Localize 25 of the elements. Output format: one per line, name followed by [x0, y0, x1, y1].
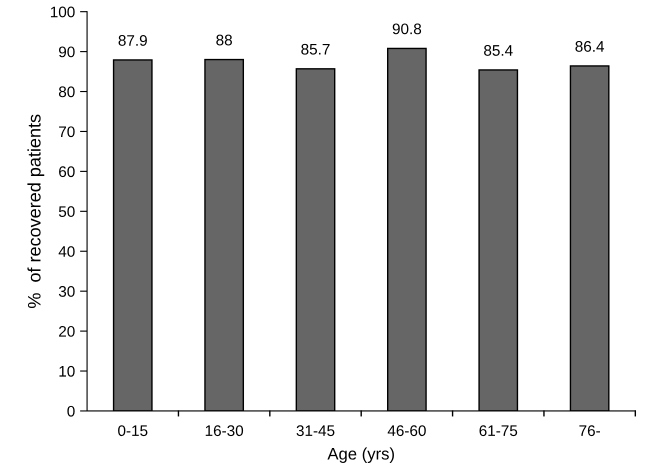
y-tick-label: 80 — [58, 86, 75, 98]
data-label: 85.4 — [484, 45, 513, 56]
x-tick-label: 16-30 — [206, 425, 244, 436]
y-tick-label: 0 — [67, 406, 75, 417]
x-tick-label: 0-15 — [118, 425, 148, 436]
x-tick-label: 31-45 — [296, 425, 334, 436]
x-tick-label: 46-60 — [388, 425, 426, 436]
data-label: 86.4 — [575, 41, 604, 52]
y-tick-label: 30 — [58, 286, 75, 297]
y-tick-label: 60 — [59, 166, 75, 178]
y-tick-label: 100 — [50, 6, 75, 18]
y-tick-label: 50 — [58, 206, 75, 218]
x-tick-label: 76- — [579, 425, 600, 436]
x-tick-label: 61-75 — [480, 425, 518, 436]
data-label: 85.7 — [301, 44, 330, 55]
x-axis-title: Age (yrs) — [327, 447, 394, 463]
y-tick-label: 10 — [59, 366, 75, 377]
y-tick-label: 20 — [59, 326, 75, 337]
y-tick-label: 70 — [59, 126, 75, 138]
y-tick-label: 90 — [58, 46, 75, 58]
data-label: 88 — [216, 34, 232, 46]
y-axis-title: % of recovered patients — [27, 114, 44, 308]
data-label: 87.9 — [118, 35, 147, 46]
y-tick-label: 40 — [58, 246, 75, 257]
data-label: 90.8 — [392, 23, 422, 34]
